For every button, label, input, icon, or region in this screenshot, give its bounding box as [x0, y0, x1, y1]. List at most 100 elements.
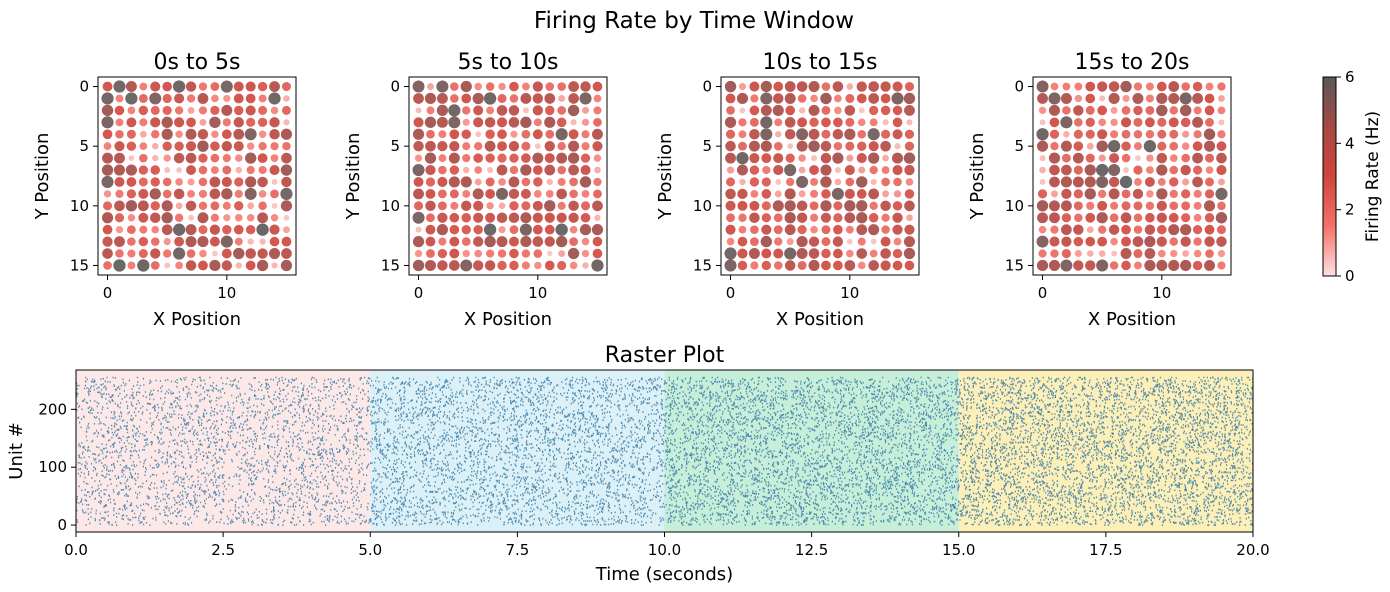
- y-tick-label: 0: [390, 78, 400, 96]
- firing-rate-point: [1146, 166, 1154, 174]
- firing-rate-point: [1193, 213, 1202, 222]
- firing-rate-point: [1180, 224, 1192, 236]
- raster-title: Raster Plot: [605, 343, 725, 368]
- firing-rate-point: [115, 189, 124, 198]
- firing-rate-point: [269, 129, 280, 140]
- y-tick-label: 10: [70, 197, 89, 215]
- firing-rate-point: [161, 200, 173, 212]
- firing-rate-point: [880, 260, 891, 271]
- firing-rate-point: [1193, 237, 1202, 246]
- x-tick-label: 17.5: [1089, 541, 1122, 559]
- firing-rate-point: [258, 105, 268, 115]
- firing-rate-point: [809, 165, 819, 175]
- firing-rate-point: [498, 178, 506, 186]
- firing-rate-point: [737, 200, 748, 211]
- firing-rate-point: [844, 105, 856, 116]
- firing-rate-point: [125, 81, 137, 93]
- firing-rate-point: [784, 212, 796, 224]
- firing-rate-point: [892, 212, 903, 223]
- firing-rate-point: [810, 177, 819, 186]
- firing-rate-point: [833, 117, 843, 128]
- firing-rate-point: [210, 82, 220, 91]
- firing-rate-point: [532, 152, 544, 164]
- y-tick-label: 200: [38, 400, 67, 418]
- scatter-points: [101, 80, 293, 272]
- firing-rate-point: [234, 189, 243, 198]
- firing-rate-point: [415, 226, 422, 233]
- firing-rate-point: [1133, 117, 1143, 127]
- firing-rate-point: [775, 179, 782, 185]
- firing-rate-point: [149, 188, 161, 200]
- firing-rate-point: [1048, 259, 1060, 271]
- firing-rate-point: [1215, 187, 1228, 200]
- firing-rate-point: [163, 154, 171, 162]
- firing-rate-point: [139, 130, 147, 138]
- firing-rate-point: [1120, 212, 1132, 224]
- firing-rate-point: [1145, 201, 1155, 211]
- colorbar-gradient: [1322, 76, 1337, 277]
- firing-rate-point: [773, 93, 784, 104]
- firing-rate-point: [212, 250, 218, 257]
- firing-rate-point: [1121, 260, 1131, 271]
- firing-rate-point: [869, 165, 878, 175]
- firing-rate-point: [532, 212, 543, 223]
- firing-rate-point: [1098, 118, 1106, 127]
- firing-rate-point: [484, 140, 496, 152]
- firing-rate-point: [593, 106, 602, 115]
- firing-rate-point: [1156, 212, 1167, 223]
- firing-rate-point: [1217, 261, 1226, 270]
- firing-rate-point: [892, 105, 903, 116]
- firing-rate-point: [256, 259, 269, 272]
- firing-rate-point: [544, 116, 556, 128]
- firing-rate-point: [1204, 189, 1215, 199]
- firing-rate-point: [749, 117, 759, 127]
- firing-rate-point: [1122, 94, 1130, 103]
- firing-rate-point: [198, 153, 208, 163]
- firing-rate-point: [784, 128, 796, 140]
- firing-rate-point: [172, 80, 186, 93]
- firing-rate-point: [257, 117, 268, 127]
- firing-rate-point: [726, 213, 735, 223]
- firing-rate-point: [436, 93, 448, 104]
- firing-rate-point: [1157, 224, 1167, 235]
- firing-rate-point: [798, 154, 806, 162]
- firing-rate-point: [1193, 249, 1202, 258]
- firing-rate-point: [521, 201, 531, 211]
- firing-rate-point: [784, 163, 797, 177]
- firing-rate-point: [161, 128, 173, 140]
- firing-rate-point: [1169, 189, 1178, 199]
- firing-rate-point: [245, 152, 257, 164]
- firing-rate-point: [1061, 188, 1072, 200]
- x-axis-label: X Position: [464, 309, 552, 330]
- firing-rate-point: [1050, 141, 1059, 151]
- firing-rate-point: [760, 116, 773, 129]
- firing-rate-point: [544, 93, 556, 104]
- firing-rate-point: [128, 155, 135, 162]
- firing-rate-point: [247, 238, 254, 245]
- firing-rate-point: [831, 187, 844, 200]
- firing-rate-point: [857, 129, 867, 139]
- firing-rate-point: [485, 153, 495, 163]
- firing-rate-point: [126, 129, 136, 139]
- firing-rate-point: [436, 224, 449, 236]
- firing-rate-point: [1168, 117, 1179, 128]
- firing-rate-point: [137, 200, 149, 212]
- firing-rate-point: [869, 118, 878, 127]
- firing-rate-point: [521, 82, 530, 91]
- firing-rate-point: [198, 82, 208, 91]
- firing-rate-point: [162, 93, 172, 104]
- firing-rate-point: [724, 247, 737, 260]
- firing-rate-point: [821, 117, 831, 128]
- firing-rate-point: [591, 224, 604, 236]
- firing-rate-point: [1120, 248, 1132, 260]
- firing-rate-point: [784, 200, 796, 212]
- firing-rate-point: [555, 223, 568, 236]
- firing-rate-point: [1121, 129, 1131, 139]
- firing-rate-point: [1072, 152, 1084, 164]
- firing-rate-point: [509, 201, 519, 211]
- firing-rate-point: [844, 260, 856, 271]
- firing-rate-point: [1048, 92, 1061, 105]
- firing-rate-point: [186, 94, 196, 103]
- firing-rate-point: [223, 214, 231, 222]
- firing-rate-point: [796, 140, 808, 152]
